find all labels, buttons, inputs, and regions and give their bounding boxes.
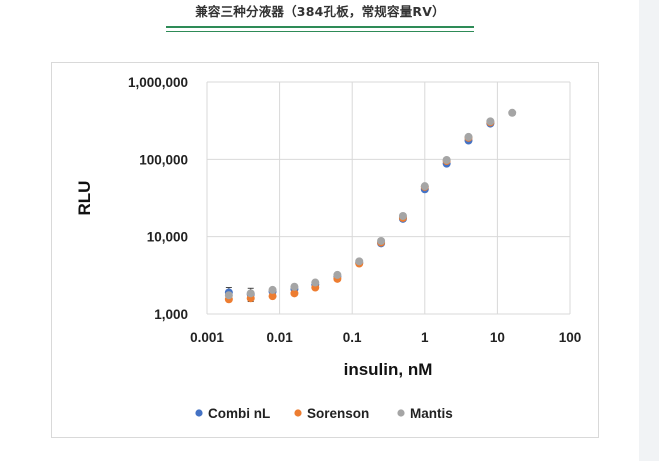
x-tick-label: 1 — [421, 330, 429, 345]
y-axis-tick-labels: 1,000 10,000 100,000 1,000,000 — [128, 75, 188, 322]
mantis-point — [311, 278, 320, 287]
legend-marker-combi-nl — [195, 409, 203, 417]
mantis-point — [464, 132, 473, 141]
sorenson-point — [268, 292, 277, 301]
mantis-point — [333, 270, 342, 279]
mantis-point — [355, 257, 364, 266]
mantis-point — [246, 289, 255, 298]
y-axis-title: RLU — [75, 181, 94, 216]
legend-label-combi-nl: Combi nL — [208, 406, 270, 421]
y-tick-label: 1,000,000 — [128, 75, 188, 90]
caption-text: 兼容三种分液器（384孔板，常规容量RV） — [195, 4, 445, 19]
chart-frame — [51, 62, 599, 438]
figure-caption: 兼容三种分液器（384孔板，常规容量RV） — [166, 0, 474, 34]
x-axis-tick-labels: 0.001 0.01 0.1 1 10 100 — [190, 330, 581, 345]
page-side-strip — [639, 0, 659, 461]
x-tick-label: 100 — [559, 330, 582, 345]
legend: Combi nL Sorenson Mantis — [195, 406, 453, 421]
mantis-point — [290, 282, 299, 291]
mantis-point — [268, 285, 277, 294]
x-tick-label: 0.1 — [343, 330, 362, 345]
sorenson-point — [290, 289, 299, 298]
caption-underline — [166, 26, 474, 28]
x-tick-label: 0.001 — [190, 330, 224, 345]
mantis-point — [486, 117, 495, 126]
mantis-point — [398, 212, 407, 221]
mantis-point — [420, 182, 429, 191]
mantis-point — [377, 236, 386, 245]
x-axis-title: insulin, nM — [344, 360, 433, 379]
legend-label-sorenson: Sorenson — [307, 406, 369, 421]
data-points — [224, 108, 517, 304]
y-tick-label: 1,000 — [154, 307, 188, 322]
legend-marker-sorenson — [294, 409, 302, 417]
mantis-point — [508, 108, 517, 117]
x-tick-label: 0.01 — [266, 330, 293, 345]
y-tick-label: 100,000 — [139, 152, 188, 167]
gridlines — [206, 81, 571, 315]
mantis-point — [442, 156, 451, 165]
y-tick-label: 10,000 — [147, 230, 188, 245]
x-tick-label: 10 — [490, 330, 505, 345]
legend-label-mantis: Mantis — [410, 406, 453, 421]
mantis-point — [224, 291, 233, 300]
legend-marker-mantis — [397, 409, 405, 417]
caption-underline-thin — [166, 31, 474, 32]
